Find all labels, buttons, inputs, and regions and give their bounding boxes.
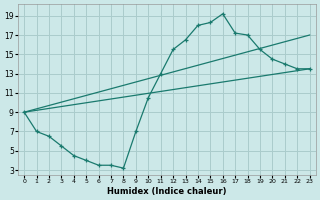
X-axis label: Humidex (Indice chaleur): Humidex (Indice chaleur) bbox=[107, 187, 227, 196]
